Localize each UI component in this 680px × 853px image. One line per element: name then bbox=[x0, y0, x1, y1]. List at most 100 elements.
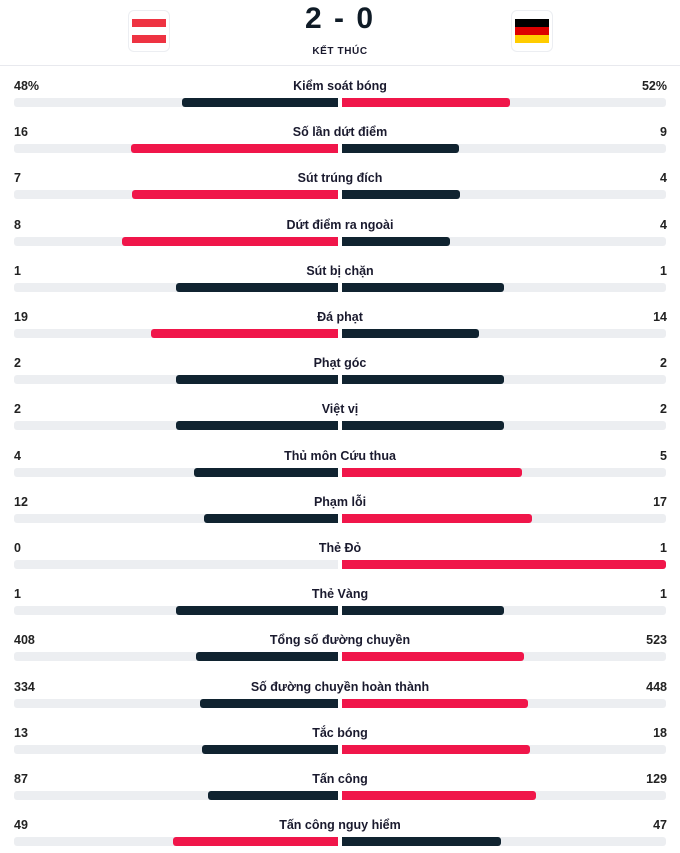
away-stat-track bbox=[342, 560, 666, 569]
away-stat-track bbox=[342, 744, 666, 754]
stat-label: Số lần dứt điểm bbox=[292, 125, 388, 140]
stat-row: 1 Thẻ Vàng 1 bbox=[0, 574, 680, 620]
away-stat-bar bbox=[342, 652, 524, 662]
away-stat-value: 4 bbox=[660, 217, 667, 232]
away-stat-value: 52% bbox=[641, 79, 667, 93]
home-stat-bar bbox=[194, 467, 338, 477]
away-stat-value: 9 bbox=[660, 125, 667, 140]
away-stat-track bbox=[342, 144, 666, 154]
austria-flag-icon bbox=[132, 19, 166, 43]
stat-label: Số đường chuyền hoàn thành bbox=[250, 679, 430, 694]
away-stat-track bbox=[342, 98, 666, 107]
away-stat-track bbox=[342, 190, 666, 200]
home-stat-track bbox=[14, 698, 338, 708]
away-stat-bar bbox=[342, 375, 504, 385]
away-stat-value: 523 bbox=[646, 633, 667, 648]
away-stat-bar bbox=[342, 421, 504, 431]
stat-label: Tổng số đường chuyền bbox=[269, 633, 411, 648]
stat-label: Kiểm soát bóng bbox=[293, 79, 387, 93]
stat-label: Tấn công nguy hiểm bbox=[279, 818, 401, 833]
stat-row: 4 Thủ môn Cứu thua 5 bbox=[0, 436, 680, 482]
home-stat-bar bbox=[199, 698, 338, 708]
stat-label: Tấn công bbox=[312, 772, 368, 786]
away-stat-track bbox=[342, 513, 666, 523]
away-stat-bar bbox=[342, 837, 501, 847]
away-stat-bar bbox=[342, 791, 536, 800]
flag-stripe bbox=[515, 19, 549, 27]
away-stat-value: 2 bbox=[660, 356, 667, 371]
home-stat-bar bbox=[203, 513, 338, 523]
away-stat-bar bbox=[342, 513, 532, 523]
stat-label: Sút bị chặn bbox=[306, 263, 374, 278]
stat-row: 49 Tấn công nguy hiểm 47 bbox=[0, 805, 680, 851]
home-stat-track bbox=[14, 606, 338, 616]
stat-row: 48% Kiểm soát bóng 52% bbox=[0, 66, 680, 112]
home-stat-bar bbox=[130, 144, 338, 154]
flag-stripe bbox=[132, 35, 166, 43]
away-stat-value: 129 bbox=[646, 772, 667, 786]
stat-label: Tắc bóng bbox=[312, 725, 368, 740]
home-stat-bar bbox=[207, 791, 338, 800]
away-stat-track bbox=[342, 791, 666, 800]
flag-stripe bbox=[132, 19, 166, 27]
home-stat-value: 2 bbox=[14, 356, 21, 371]
home-stat-value: 8 bbox=[14, 217, 21, 232]
stat-row: 87 Tấn công 129 bbox=[0, 759, 680, 805]
away-stat-track bbox=[342, 236, 666, 246]
home-team-flag[interactable] bbox=[128, 10, 170, 52]
home-stat-bar bbox=[176, 375, 338, 385]
away-stat-value: 17 bbox=[653, 494, 667, 509]
away-stat-track bbox=[342, 467, 666, 477]
home-stat-value: 49 bbox=[14, 818, 28, 833]
home-stat-track bbox=[14, 467, 338, 477]
home-stat-bar bbox=[131, 190, 338, 200]
away-stat-value: 2 bbox=[660, 402, 667, 417]
home-stat-track bbox=[14, 744, 338, 754]
stat-row: 8 Dứt điểm ra ngoài 4 bbox=[0, 205, 680, 251]
away-stat-track bbox=[342, 375, 666, 385]
away-team-flag[interactable] bbox=[511, 10, 553, 52]
home-stat-value: 87 bbox=[14, 772, 28, 786]
home-stat-value: 13 bbox=[14, 725, 28, 740]
home-stat-track bbox=[14, 190, 338, 200]
home-stat-bar bbox=[176, 282, 338, 292]
stat-row: 13 Tắc bóng 18 bbox=[0, 713, 680, 759]
match-score: 2 - 0 bbox=[304, 2, 376, 35]
away-stat-value: 1 bbox=[660, 541, 667, 555]
home-stat-track bbox=[14, 513, 338, 523]
away-stat-bar bbox=[342, 282, 504, 292]
away-stat-value: 47 bbox=[653, 818, 667, 833]
stat-row: 334 Số đường chuyền hoàn thành 448 bbox=[0, 667, 680, 713]
home-stat-track bbox=[14, 791, 338, 800]
home-stat-value: 1 bbox=[14, 587, 21, 602]
stat-label: Phạm lỗi bbox=[313, 494, 367, 509]
away-stat-bar bbox=[342, 467, 522, 477]
flag-stripe bbox=[515, 35, 549, 43]
away-stat-track bbox=[342, 652, 666, 662]
away-stat-track bbox=[342, 329, 666, 338]
stat-row: 408 Tổng số đường chuyền 523 bbox=[0, 620, 680, 666]
home-stat-track bbox=[14, 282, 338, 292]
away-stat-bar bbox=[342, 744, 531, 754]
home-stat-value: 0 bbox=[14, 541, 21, 555]
home-stat-track bbox=[14, 329, 338, 338]
home-stat-track bbox=[14, 652, 338, 662]
home-stat-value: 2 bbox=[14, 402, 21, 417]
home-stat-bar bbox=[196, 652, 338, 662]
stat-label: Thủ môn Cứu thua bbox=[284, 448, 396, 463]
home-stat-value: 7 bbox=[14, 171, 21, 186]
home-stat-track bbox=[14, 236, 338, 246]
home-stat-bar bbox=[182, 98, 338, 107]
flag-stripe bbox=[515, 27, 549, 35]
stat-row: 1 Sút bị chặn 1 bbox=[0, 251, 680, 297]
stat-row: 12 Phạm lỗi 17 bbox=[0, 482, 680, 528]
away-stat-track bbox=[342, 606, 666, 616]
away-stat-bar bbox=[342, 606, 504, 616]
away-stat-bar bbox=[342, 98, 511, 107]
stat-label: Thẻ Vàng bbox=[311, 587, 369, 602]
away-stat-track bbox=[342, 421, 666, 431]
stat-label: Dứt điểm ra ngoài bbox=[286, 217, 394, 232]
stat-label: Việt vị bbox=[321, 402, 359, 417]
match-status: KẾT THÚC bbox=[312, 46, 368, 57]
stat-row: 0 Thẻ Đỏ 1 bbox=[0, 528, 680, 574]
